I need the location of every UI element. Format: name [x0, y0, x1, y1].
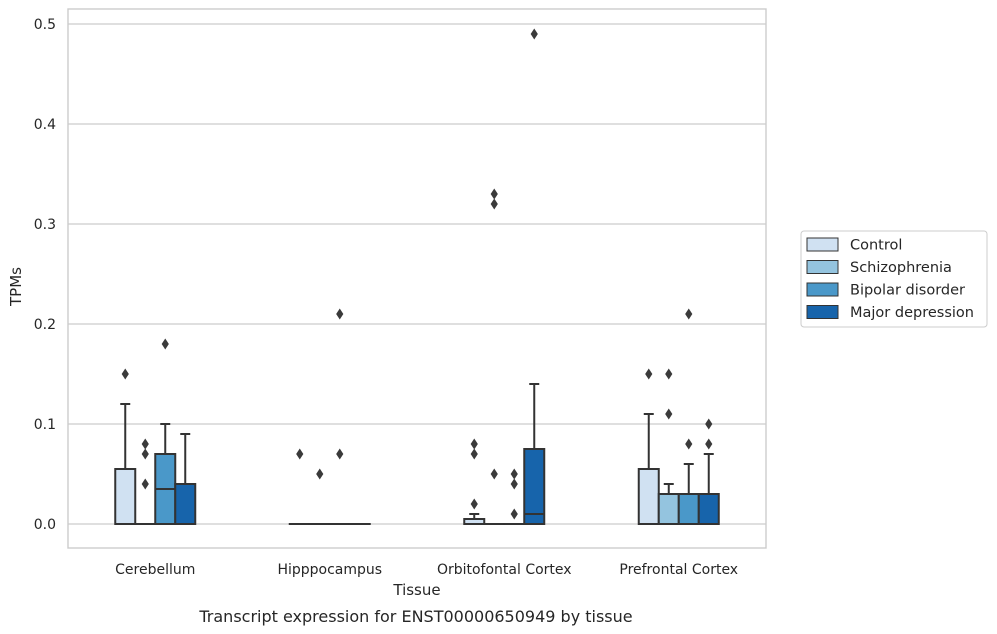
- outlier-point: [336, 448, 344, 460]
- box-body: [637, 468, 660, 525]
- outlier-point: [490, 188, 498, 200]
- outlier-point: [705, 418, 713, 430]
- plot-frame: [67, 8, 767, 549]
- box-body: [114, 468, 137, 525]
- legend-label: Control: [850, 238, 902, 254]
- outlier-point: [490, 198, 498, 210]
- x-tick-label: Orbitofontal Cortex: [437, 562, 572, 578]
- chart-caption: Transcript expression for ENST0000065094…: [198, 607, 632, 626]
- legend-label: Schizophrenia: [850, 260, 952, 276]
- outlier-point: [141, 448, 149, 460]
- y-tick-label: 0.3: [34, 217, 56, 233]
- legend-swatch: [806, 305, 839, 319]
- legend-label: Bipolar disorder: [850, 283, 965, 299]
- x-tick-label: Cerebellum: [115, 562, 195, 578]
- box-body: [657, 493, 680, 525]
- box-bipolar-disorder: [677, 463, 700, 525]
- y-tick-label: 0.0: [34, 517, 56, 533]
- outlier-point: [530, 28, 538, 40]
- outlier-point: [316, 468, 324, 480]
- y-tick-label: 0.4: [34, 117, 56, 133]
- x-tick-label: Prefrontal Cortex: [619, 562, 738, 578]
- x-axis-ticks: Cerebellum Hipppocampus Orbitofontal Corte…: [115, 562, 738, 578]
- legend-swatch: [806, 282, 839, 297]
- x-axis-label: Tissue: [392, 581, 440, 599]
- outlier-point: [665, 408, 673, 420]
- legend-swatch: [806, 260, 839, 274]
- outlier-points: [121, 28, 713, 520]
- legend: Control Schizophrenia Bipolar disorder Majo…: [800, 230, 988, 328]
- outlier-point: [470, 498, 478, 510]
- box-series: [114, 383, 720, 526]
- box-body: [174, 483, 197, 525]
- box-body: [697, 493, 720, 525]
- outlier-point: [645, 368, 653, 380]
- outlier-point: [685, 308, 693, 320]
- outlier-point: [141, 438, 149, 450]
- outlier-point: [705, 438, 713, 450]
- grid-lines: [68, 23, 766, 525]
- y-tick-label: 0.5: [34, 17, 56, 33]
- outlier-point: [510, 508, 518, 520]
- legend-label: Major depression: [850, 305, 974, 321]
- outlier-point: [470, 448, 478, 460]
- outlier-point: [685, 438, 693, 450]
- box-body: [677, 493, 700, 525]
- outlier-point: [665, 368, 673, 380]
- outlier-point: [470, 438, 478, 450]
- legend-swatch: [806, 237, 839, 252]
- box-control: [114, 403, 137, 525]
- outlier-point: [121, 368, 129, 380]
- outlier-point: [510, 478, 518, 490]
- outlier-point: [510, 468, 518, 480]
- box-bipolar-disorder: [154, 423, 177, 525]
- box-control: [463, 513, 486, 525]
- outlier-point: [296, 448, 304, 460]
- y-tick-label: 0.1: [34, 417, 56, 433]
- box-body: [523, 448, 546, 525]
- y-axis-label: TPMs: [7, 267, 25, 307]
- outlier-point: [141, 478, 149, 490]
- y-axis-ticks: 0.0 0.1 0.2 0.3 0.4 0.5: [34, 17, 56, 533]
- box-major-depression: [697, 453, 720, 525]
- outlier-point: [161, 338, 169, 350]
- legend-frame: [800, 230, 988, 328]
- box-major-depression: [174, 433, 197, 525]
- y-tick-label: 0.2: [34, 317, 56, 333]
- outlier-point: [490, 468, 498, 480]
- box-major-depression: [523, 383, 546, 525]
- box-control: [637, 413, 660, 525]
- x-tick-label: Hipppocampus: [277, 562, 382, 578]
- outlier-point: [336, 308, 344, 320]
- box-schizophrenia: [657, 483, 680, 525]
